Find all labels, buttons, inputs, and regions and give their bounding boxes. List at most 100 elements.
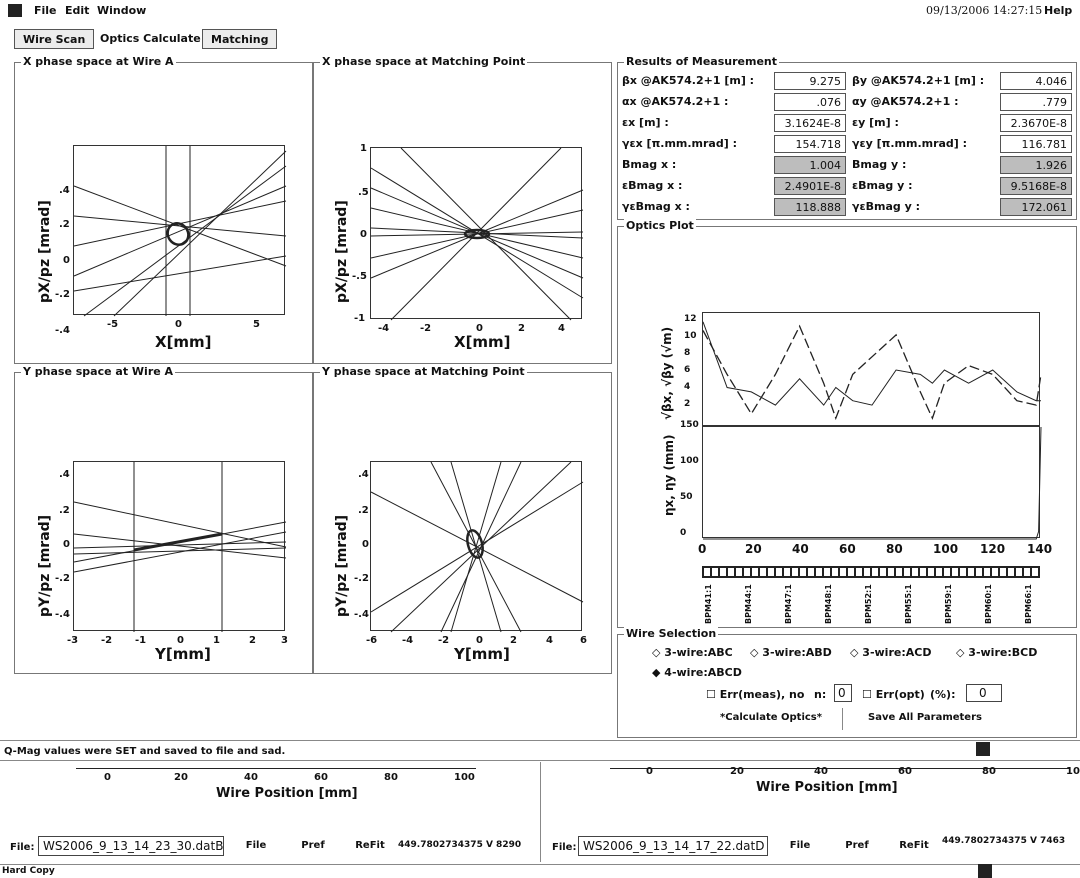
position-xtick: 40 (244, 772, 258, 783)
err-meas-checkbox[interactable]: ☐ Err(meas), no (706, 688, 805, 701)
lattice-element-label: BPM47:1 (784, 584, 793, 624)
xtick: 5 (253, 319, 260, 330)
tab-optics-calculate[interactable]: Optics Calculate (100, 32, 201, 45)
y-wireA-panel: Y phase space at Wire A .4 .2 0 -.2 -.4 … (14, 365, 313, 674)
result-label: γεx [π.mm.mrad] : (622, 137, 737, 150)
xtick: 0 (177, 635, 184, 646)
position-xtick: 20 (174, 772, 188, 783)
position-xtick: 40 (814, 766, 828, 777)
refit-button[interactable]: ReFit (355, 840, 385, 851)
hard-copy-button[interactable]: Hard Copy (2, 866, 55, 876)
wire-selection-title: Wire Selection (624, 627, 719, 640)
radio-label: 3-wire:ABD (762, 646, 832, 659)
result-value: 172.061 (1000, 198, 1072, 216)
result-label: γεy [π.mm.mrad] : (852, 137, 968, 150)
result-value: 116.781 (1000, 135, 1072, 153)
datetime-display: 09/13/2006 14:27:15 (926, 4, 1043, 17)
y-match-lines (370, 461, 584, 633)
position-xtick: 0 (646, 766, 653, 777)
menu-help[interactable]: Help (1044, 4, 1073, 17)
result-label: εx [m] : (622, 116, 669, 129)
radio-abd[interactable]: ◇ 3-wire:ABD (750, 646, 832, 659)
refit-button[interactable]: ReFit (899, 840, 929, 851)
result-label: γεBmag y : (852, 200, 920, 213)
footer-indicator (978, 864, 992, 878)
radio-abcd[interactable]: ◆ 4-wire:ABCD (652, 666, 742, 679)
xtick: -2 (101, 635, 113, 646)
optics-plot-panel: Optics Plot (617, 219, 1077, 628)
readout: 449.7802734375 V 8290 (398, 840, 522, 850)
radio-abc[interactable]: ◇ 3-wire:ABC (652, 646, 733, 659)
menu-window[interactable]: Window (97, 4, 147, 17)
xtick: 3 (281, 635, 288, 646)
x-match-panel: X phase space at Matching Point 1 .5 0 -… (313, 55, 612, 364)
dispersion-ylabel: ηx, ηy (mm) (662, 434, 676, 516)
result-value: 4.046 (1000, 72, 1072, 90)
position-xtick: 100 (1066, 766, 1080, 777)
lattice-element-label: BPM48:1 (824, 584, 833, 624)
y-axis-label: pY/pz [mrad] (37, 514, 53, 617)
menu-file[interactable]: File (34, 4, 57, 17)
beta-ytick: 6 (684, 365, 691, 375)
lower-left-xlabel: Wire Position [mm] (216, 786, 358, 801)
ytick: -.5 (352, 271, 367, 282)
lattice-element-label: BPM41:1 (704, 584, 713, 624)
x-wireA-lines (73, 146, 287, 317)
ytick: -1 (354, 313, 366, 324)
err-opt-checkbox[interactable]: ☐ Err(opt) (862, 688, 925, 701)
n-input[interactable]: 0 (834, 684, 852, 702)
radio-acd[interactable]: ◇ 3-wire:ACD (850, 646, 932, 659)
xtick: -3 (67, 635, 79, 646)
ytick: -.4 (55, 325, 70, 336)
ytick: .4 (59, 469, 70, 480)
xtick: 2 (518, 323, 525, 334)
optics-xtick: 60 (839, 542, 856, 556)
radio-label: 3-wire:BCD (968, 646, 1038, 659)
n-label: n: (814, 688, 827, 701)
save-all-parameters-button[interactable]: Save All Parameters (868, 712, 982, 723)
y-axis-label: pX/pz [mrad] (37, 200, 53, 303)
file-path-field[interactable]: WS2006_9_13_14_17_22.datD (578, 836, 768, 856)
xtick: 2 (249, 635, 256, 646)
tab-matching[interactable]: Matching (202, 29, 278, 49)
x-axis-label: X[mm] (454, 333, 511, 351)
result-label: βx @AK574.2+1 [m] : (622, 74, 755, 87)
optics-xtick: 80 (886, 542, 903, 556)
calculate-optics-button[interactable]: *Calculate Optics* (720, 712, 822, 723)
radio-bcd[interactable]: ◇ 3-wire:BCD (956, 646, 1038, 659)
result-value: 3.1624E-8 (774, 114, 846, 132)
x-axis-label: Y[mm] (454, 645, 510, 663)
plot-area (73, 145, 287, 317)
position-xtick: 80 (384, 772, 398, 783)
radio-label: 3-wire:ACD (862, 646, 932, 659)
file-label: File: (552, 842, 577, 853)
ytick: -.2 (354, 573, 369, 584)
result-label: αx @AK574.2+1 : (622, 95, 729, 108)
result-value: 2.3670E-8 (1000, 114, 1072, 132)
optics-xtick: 120 (980, 542, 1006, 556)
tab-wire-scan[interactable]: Wire Scan (14, 29, 95, 49)
file-path-field[interactable]: WS2006_9_13_14_23_30.datB (38, 836, 224, 856)
dispersion-ytick: 150 (680, 420, 699, 430)
pref-button[interactable]: Pref (301, 840, 325, 851)
ytick: -.4 (354, 609, 369, 620)
xtick: -2 (438, 635, 450, 646)
beta-ytick: 8 (684, 348, 691, 358)
lattice-element-label: BPM55:1 (904, 584, 913, 624)
file-button[interactable]: File (789, 840, 811, 851)
status-message: Q-Mag values were SET and saved to file … (4, 746, 286, 757)
x-wireA-panel: X phase space at Wire A .4 .2 0 -.2 -.4 … (14, 55, 313, 364)
beta-x-series (702, 324, 1042, 421)
pct-input[interactable]: 0 (966, 684, 1002, 702)
panel-title: Y phase space at Wire A (21, 365, 176, 378)
result-label: εy [m] : (852, 116, 899, 129)
dispersion-plot-area (702, 426, 1042, 540)
pref-button[interactable]: Pref (845, 840, 869, 851)
xtick: -5 (107, 319, 119, 330)
ytick: .2 (59, 219, 70, 230)
lattice-element-label: BPM44:1 (744, 584, 753, 624)
radio-label: 3-wire:ABC (664, 646, 733, 659)
menu-edit[interactable]: Edit (65, 4, 90, 17)
beta-plot-svg (702, 321, 1042, 421)
file-button[interactable]: File (245, 840, 267, 851)
